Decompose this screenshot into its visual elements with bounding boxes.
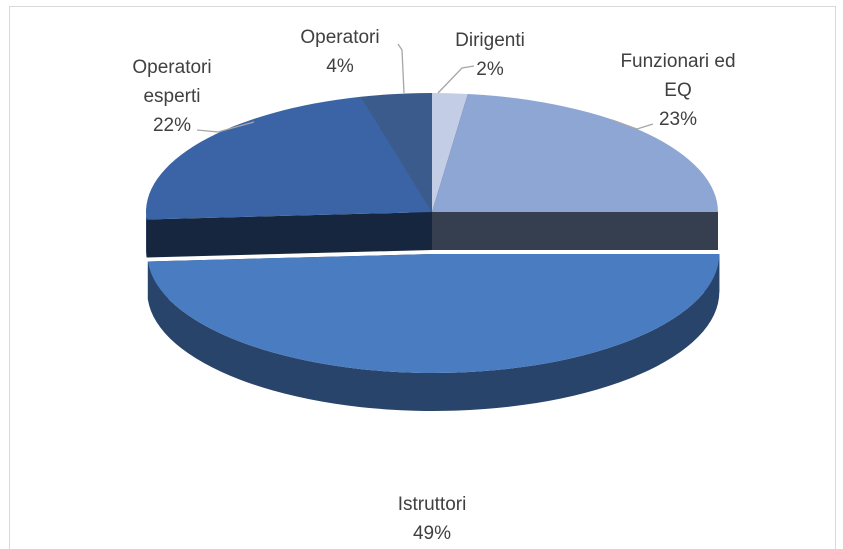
label-category: Istruttori — [397, 494, 467, 515]
slice-wall — [147, 253, 720, 411]
leader-line — [196, 121, 255, 133]
slice-top — [146, 96, 432, 220]
data-label: Istruttori 49% — [362, 490, 502, 548]
slice-top — [432, 93, 468, 212]
pie — [146, 93, 720, 411]
label-value: 4% — [326, 56, 354, 77]
label-category: Dirigenti — [455, 30, 525, 51]
leader-line — [397, 43, 405, 94]
data-label: Dirigenti 2% — [440, 26, 540, 84]
label-value: 22% — [152, 115, 192, 136]
label-value: 49% — [412, 523, 452, 544]
label-category: Operatori esperti — [132, 57, 212, 107]
label-value: 23% — [658, 109, 698, 130]
pie-slice — [432, 93, 718, 250]
slice-top — [360, 93, 432, 212]
slice-wall — [146, 212, 147, 258]
slice-cut-face — [146, 212, 432, 258]
slice-top — [432, 93, 718, 212]
slice-cut-face — [432, 212, 718, 250]
slice-top — [147, 253, 720, 373]
data-label: Funzionari ed EQ 23% — [608, 47, 748, 134]
leader-line — [611, 119, 654, 130]
data-label: Operatori esperti 22% — [112, 53, 232, 140]
data-label: Operatori 4% — [280, 23, 400, 81]
pie-slice — [147, 253, 720, 411]
label-category: Funzionari ed EQ — [620, 51, 736, 101]
pie-slice — [146, 96, 432, 258]
leader-line — [437, 65, 475, 94]
label-value: 2% — [476, 59, 504, 80]
label-category: Operatori — [300, 27, 380, 48]
